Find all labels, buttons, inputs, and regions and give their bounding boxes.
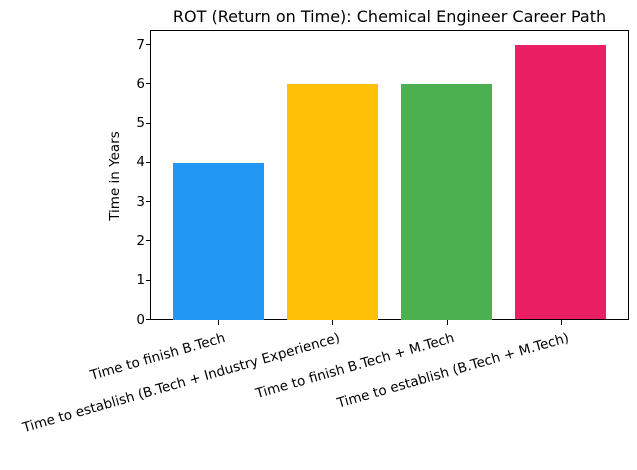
y-tick-label: 2 xyxy=(136,232,145,249)
y-tick-mark xyxy=(146,44,151,46)
y-tick-label: 7 xyxy=(136,36,145,53)
y-tick-label: 1 xyxy=(136,272,145,289)
chart-title: ROT (Return on Time): Chemical Engineer … xyxy=(172,7,607,26)
y-tick-mark xyxy=(146,122,151,124)
y-tick-label: 5 xyxy=(136,115,145,132)
bar xyxy=(172,162,264,320)
y-tick-label: 0 xyxy=(136,311,145,328)
x-tick-mark xyxy=(332,320,333,325)
y-tick-mark xyxy=(146,201,151,203)
y-tick-mark xyxy=(146,279,151,281)
bar xyxy=(515,44,607,320)
y-tick-label: 3 xyxy=(136,193,145,210)
y-tick-mark xyxy=(146,83,151,85)
y-tick-label: 6 xyxy=(136,75,145,92)
bar xyxy=(286,84,379,320)
y-tick-mark xyxy=(146,161,151,163)
x-tick-mark xyxy=(218,320,219,325)
y-tick-label: 4 xyxy=(136,154,145,171)
bar xyxy=(400,84,493,320)
y-tick-mark xyxy=(146,240,151,242)
x-tick-mark xyxy=(561,320,562,325)
y-tick-mark xyxy=(146,319,151,320)
x-tick-mark xyxy=(447,320,448,325)
